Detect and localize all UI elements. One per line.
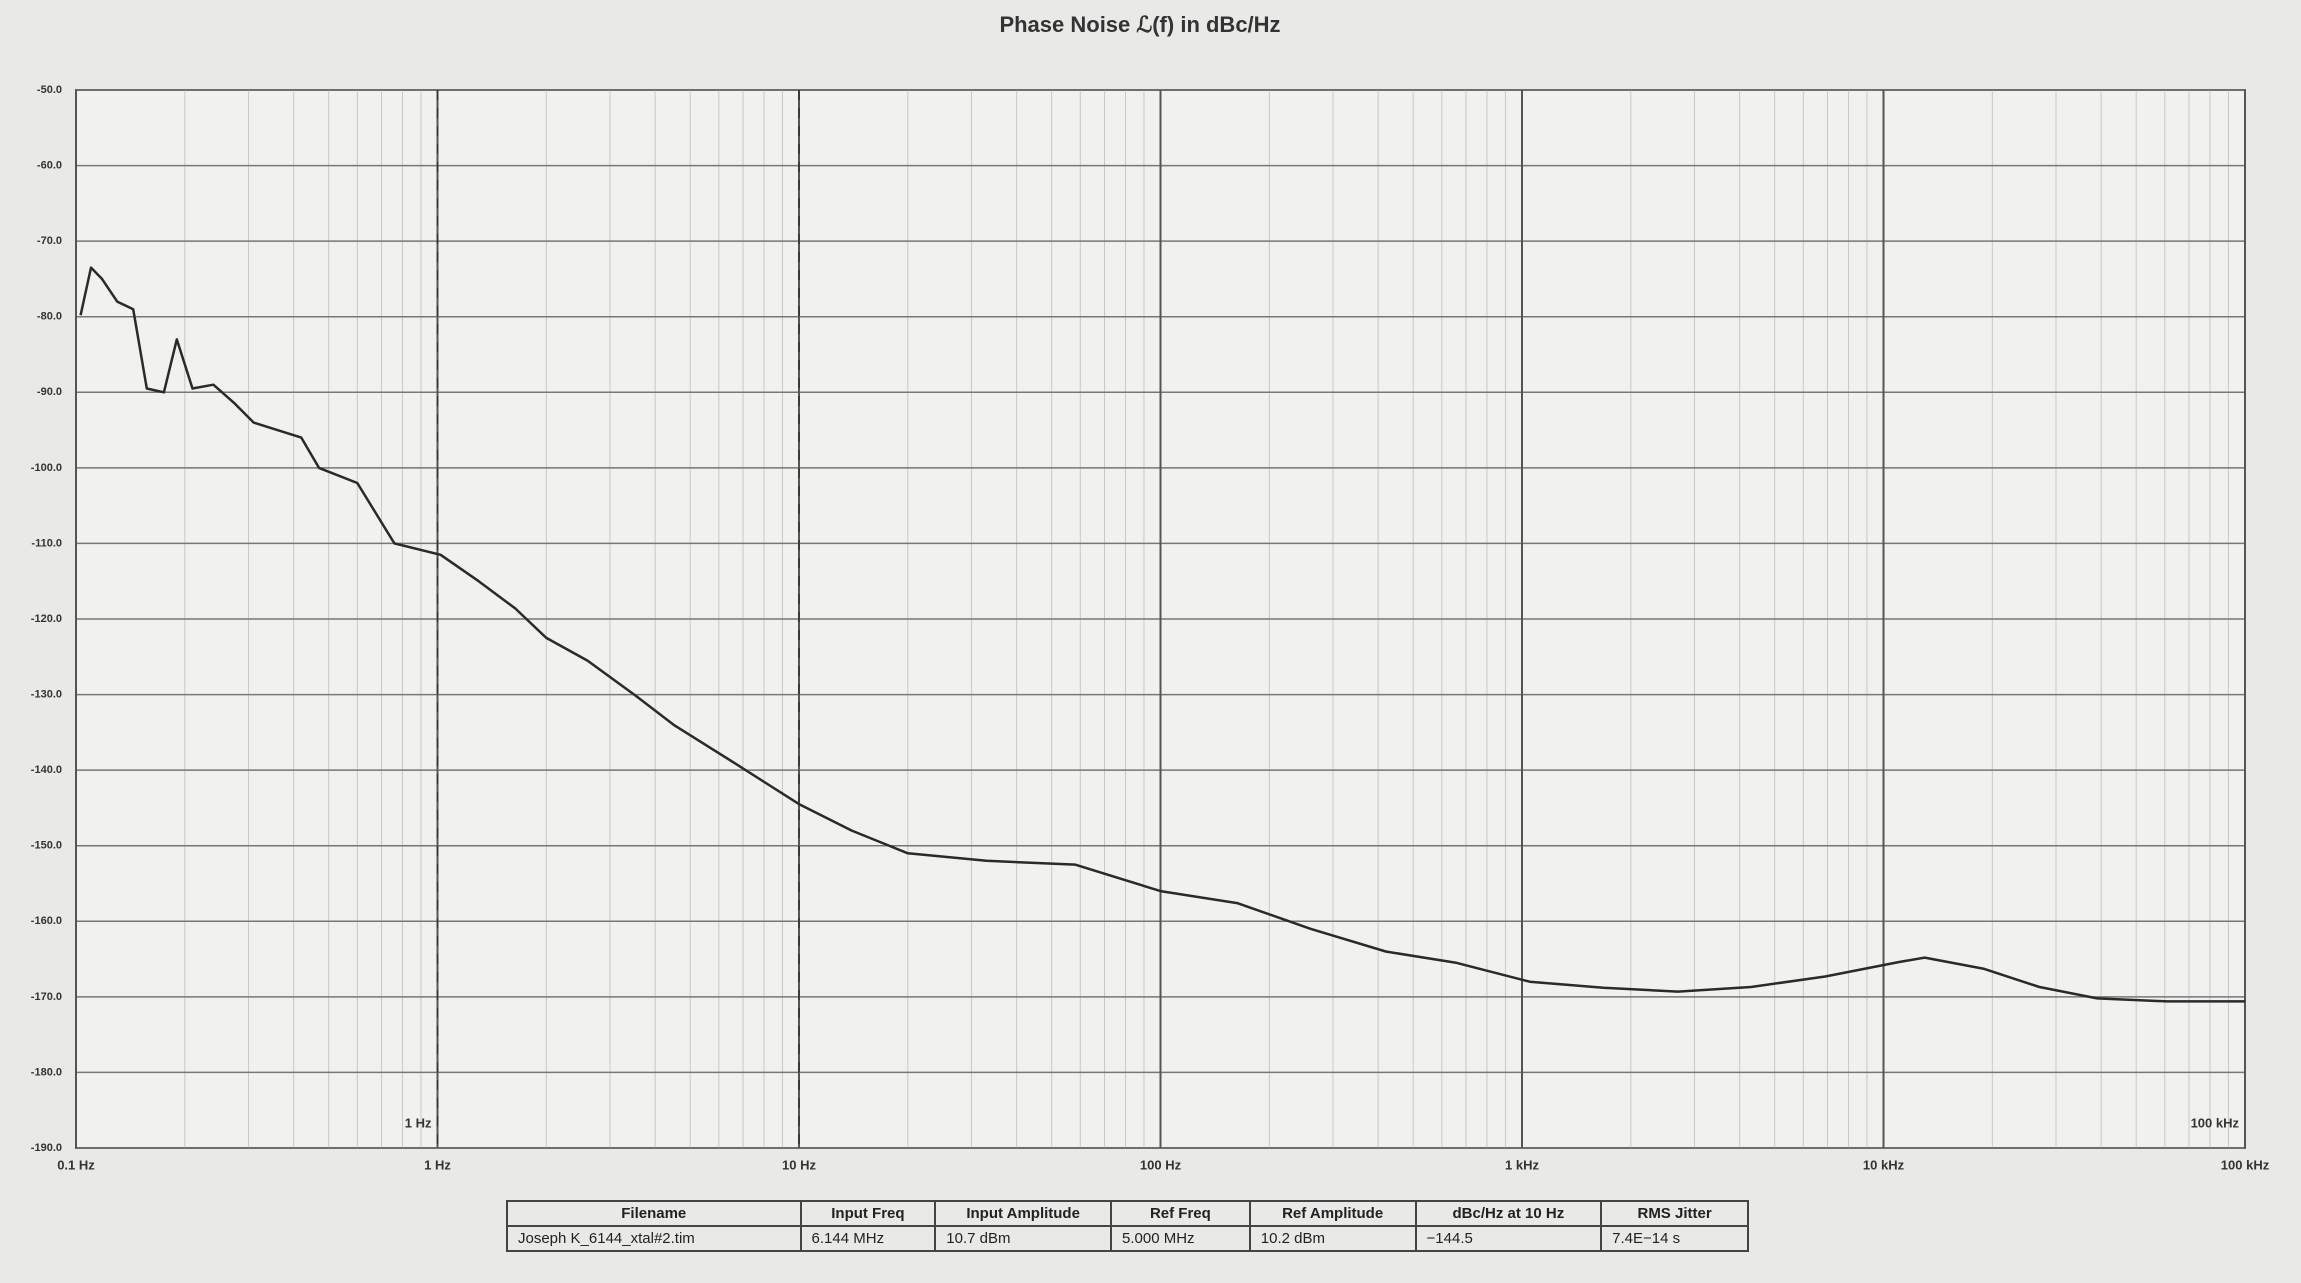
column-header: Ref Amplitude: [1248, 1200, 1417, 1227]
table-header: Filename Input Freq Input Amplitude Ref Fre…: [506, 1200, 1749, 1227]
cell: 5.000 MHz: [1110, 1225, 1251, 1252]
y-tick-label: -90.0: [37, 386, 62, 398]
column-header: Input Amplitude: [934, 1200, 1113, 1227]
y-tick-label: -130.0: [31, 688, 62, 700]
y-tick-label: -100.0: [31, 462, 62, 474]
column-header: dBc/Hz at 10 Hz: [1414, 1200, 1603, 1227]
x-tick-label: 100 Hz: [1140, 1157, 1182, 1172]
y-tick-label: -160.0: [31, 915, 62, 927]
info-table: Filename Input Freq Input Amplitude Ref Fre…: [506, 1200, 1749, 1252]
y-tick-label: -120.0: [31, 613, 62, 625]
data-line: [79, 266, 2245, 1003]
table-row: Joseph K_6144_xtal#2.tim 6.144 MHz 10.7 dB…: [506, 1225, 1749, 1252]
column-header: RMS Jitter: [1600, 1200, 1749, 1227]
y-tick-label: -60.0: [37, 159, 62, 171]
chart: Phase Noise ℒ(f) in dBc/Hz -50.0 -60.0 -70…: [31, 12, 2270, 1173]
y-tick-label: -170.0: [31, 991, 62, 1003]
y-tick-label: -140.0: [31, 764, 62, 776]
y-tick-label: -110.0: [31, 537, 62, 549]
column-header: Filename: [506, 1200, 802, 1227]
y-tick-label: -190.0: [31, 1142, 62, 1154]
annotation: 1 Hz: [405, 1115, 432, 1130]
column-header: Input Freq: [799, 1200, 937, 1227]
cell: 10.2 dBm: [1248, 1225, 1417, 1252]
cell: 10.7 dBm: [934, 1225, 1113, 1252]
x-tick-label: 100 kHz: [2221, 1157, 2270, 1172]
column-header: Ref Freq: [1110, 1200, 1251, 1227]
y-tick-label: -150.0: [31, 840, 62, 852]
x-tick-label: 10 kHz: [1863, 1157, 1905, 1172]
y-tick-label: -50.0: [37, 84, 62, 96]
annotation: 100 kHz: [2191, 1115, 2240, 1130]
cell: Joseph K_6144_xtal#2.tim: [506, 1225, 802, 1252]
x-tick-label: 1 kHz: [1505, 1157, 1539, 1172]
cell: 7.4E−14 s: [1600, 1225, 1749, 1252]
cell: 6.144 MHz: [799, 1225, 937, 1252]
y-tick-label: -70.0: [37, 235, 62, 247]
x-tick-label: 0.1 Hz: [57, 1157, 95, 1172]
y-tick-label: -80.0: [37, 311, 62, 323]
x-tick-label: 10 Hz: [782, 1157, 816, 1172]
cell: −144.5: [1414, 1225, 1603, 1252]
chart-title: Phase Noise ℒ(f) in dBc/Hz: [999, 12, 1280, 37]
y-tick-label: -180.0: [31, 1066, 62, 1078]
x-tick-label: 1 Hz: [424, 1157, 451, 1172]
